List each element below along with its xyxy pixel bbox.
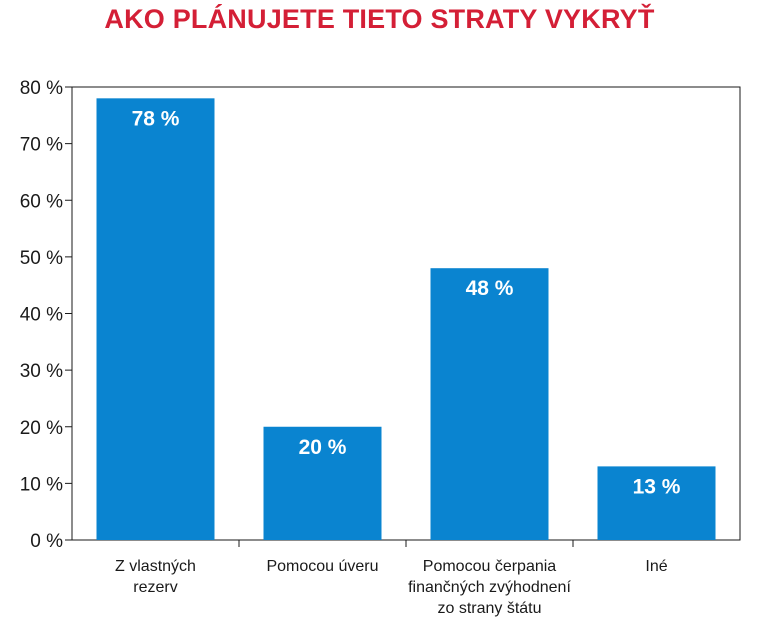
bar: [597, 466, 716, 540]
data-label: 78 %: [132, 107, 180, 130]
y-tick-label: 40 %: [20, 305, 63, 326]
category-label: Iné: [645, 558, 667, 575]
y-tick-label: 0 %: [30, 531, 63, 552]
category-label: Z vlastných: [115, 558, 196, 575]
y-tick-label: 10 %: [20, 474, 63, 495]
category-label: Pomocou čerpania: [423, 558, 557, 575]
bar: [96, 98, 215, 540]
chart-labels: 78 % Z vlastných rezerv 20 % Pomocou úveru 48…: [115, 107, 681, 617]
category-label: finančných zvýhodnení: [408, 579, 571, 596]
data-label: 48 %: [466, 277, 514, 300]
data-label: 20 %: [299, 436, 347, 459]
y-tick-label: 30 %: [20, 361, 63, 382]
y-tick-label: 60 %: [20, 191, 63, 212]
bar: [430, 268, 549, 540]
category-label: rezerv: [133, 579, 177, 596]
y-tick-label: 70 %: [20, 135, 63, 156]
chart-bars: [96, 98, 716, 540]
chart-axes: 0 % 10 % 20 % 30 % 40 % 50 % 60 % 70 % 80 %: [20, 78, 741, 552]
chart-title: AKO PLÁNUJETE TIETO STRATY VYKRYŤ: [104, 4, 655, 34]
y-tick-label: 80 %: [20, 78, 63, 99]
y-tick-label: 20 %: [20, 418, 63, 439]
data-label: 13 %: [633, 475, 681, 498]
bar: [263, 426, 382, 540]
category-label: zo strany štátu: [437, 600, 541, 617]
y-tick-label: 50 %: [20, 248, 63, 269]
category-label: Pomocou úveru: [266, 558, 378, 575]
